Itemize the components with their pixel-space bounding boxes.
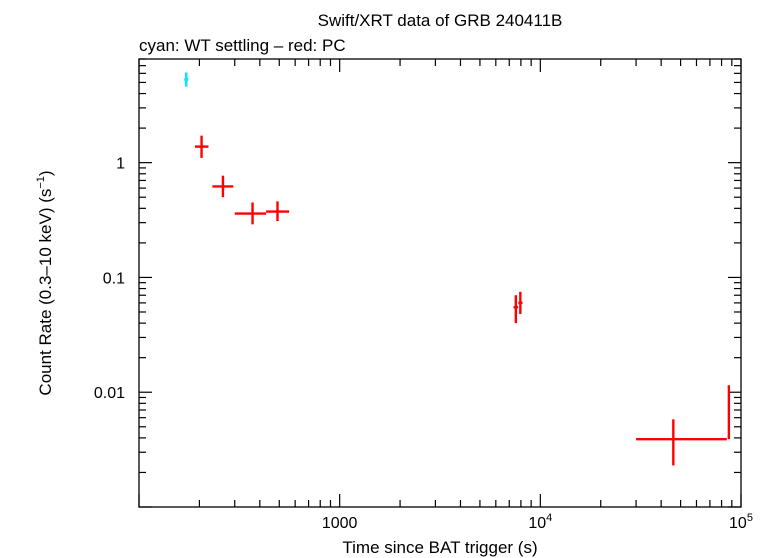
y-axis-label-main: Count Rate (0.3–10 keV) (s — [36, 189, 55, 396]
x-axis-label: Time since BAT trigger (s) — [342, 538, 537, 557]
y-tick-label: 0.1 — [103, 270, 125, 287]
data-point — [212, 175, 234, 198]
chart-subtitle: cyan: WT settling – red: PC — [139, 36, 346, 55]
chart-title: Swift/XRT data of GRB 240411B — [318, 11, 563, 30]
y-tick-label: 1 — [116, 156, 125, 173]
y-tick-label: 0.01 — [94, 385, 125, 402]
x-tick-label: 104 — [528, 512, 552, 532]
y-axis-label-end: ) — [36, 170, 55, 176]
y-axis-label-sup: −1 — [35, 176, 47, 189]
data-point — [636, 419, 727, 466]
data-point — [184, 72, 189, 87]
axis-ticks — [138, 58, 742, 508]
data-point — [518, 291, 523, 315]
y-axis-label: Count Rate (0.3–10 keV) (s−1) — [35, 170, 55, 395]
data-point — [513, 295, 519, 324]
x-tick-label: 1000 — [322, 515, 358, 532]
tick-labels: 1000 104 105 0.01 0.1 1 — [94, 156, 753, 532]
x-tick-label: 105 — [729, 512, 753, 532]
data-point — [266, 201, 290, 222]
data-point — [727, 385, 731, 440]
data-points — [184, 72, 731, 466]
data-point — [234, 202, 267, 225]
data-point — [194, 135, 209, 158]
